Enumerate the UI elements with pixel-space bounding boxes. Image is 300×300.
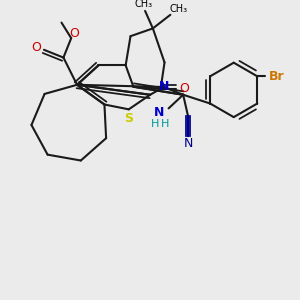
Text: H: H bbox=[151, 119, 159, 129]
Text: O: O bbox=[31, 41, 41, 54]
Text: CH₃: CH₃ bbox=[169, 4, 187, 14]
Text: O: O bbox=[179, 82, 189, 95]
Text: N: N bbox=[183, 137, 193, 150]
Text: S: S bbox=[124, 112, 133, 124]
Text: CH₃: CH₃ bbox=[134, 0, 152, 9]
Text: N: N bbox=[158, 80, 169, 94]
Text: H: H bbox=[160, 119, 169, 129]
Text: Br: Br bbox=[269, 70, 284, 83]
Text: O: O bbox=[69, 27, 79, 40]
Text: N: N bbox=[154, 106, 164, 119]
